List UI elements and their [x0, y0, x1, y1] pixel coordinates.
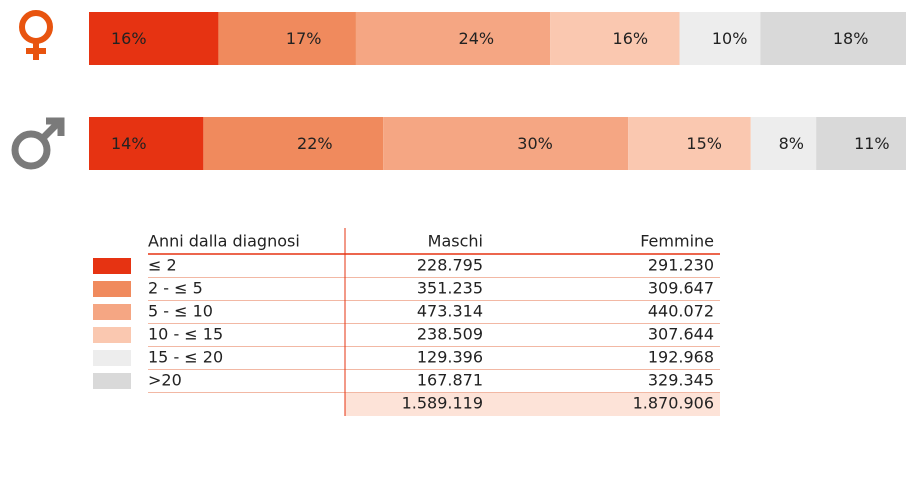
- bar-segment: [760, 12, 906, 65]
- male-icon: [11, 117, 65, 170]
- bar-segment: [550, 12, 680, 65]
- legend-swatch: [93, 304, 131, 320]
- table-cell: 291.230: [648, 256, 714, 275]
- value-label: 17%: [286, 29, 322, 48]
- bar-segment: [679, 12, 761, 65]
- row-label: >20: [148, 371, 182, 390]
- bar-segment: [383, 117, 629, 170]
- bar-segment: [628, 117, 751, 170]
- value-label: 16%: [111, 29, 147, 48]
- table-cell: 238.509: [417, 325, 483, 344]
- row-label: 10 - ≤ 15: [148, 325, 223, 344]
- total-cell: 1.870.906: [633, 394, 714, 413]
- table-header: Anni dalla diagnosi: [148, 232, 300, 251]
- value-label: 14%: [111, 134, 147, 153]
- legend-swatch: [93, 258, 131, 274]
- row-label: 5 - ≤ 10: [148, 302, 213, 321]
- table-cell: 309.647: [648, 279, 714, 298]
- table-cell: 129.396: [417, 348, 483, 367]
- table-cell: 440.072: [648, 302, 714, 321]
- value-label: 11%: [854, 134, 890, 153]
- table-cell: 228.795: [417, 256, 483, 275]
- total-cell: 1.589.119: [402, 394, 483, 413]
- table-cell: 192.968: [648, 348, 714, 367]
- value-label: 10%: [712, 29, 748, 48]
- table-header: Maschi: [428, 232, 483, 251]
- legend-swatch: [93, 327, 131, 343]
- table-cell: 307.644: [648, 325, 714, 344]
- value-label: 16%: [613, 29, 649, 48]
- value-label: 8%: [779, 134, 804, 153]
- legend-swatch: [93, 373, 131, 389]
- row-label: ≤ 2: [148, 256, 177, 275]
- table-cell: 351.235: [417, 279, 483, 298]
- value-label: 22%: [297, 134, 333, 153]
- bar-segment: [355, 12, 551, 65]
- legend-swatch: [93, 350, 131, 366]
- table-cell: 473.314: [417, 302, 483, 321]
- total-band: [345, 393, 720, 416]
- bar-segment: [750, 117, 817, 170]
- bar-segment: [89, 12, 219, 65]
- row-label: 15 - ≤ 20: [148, 348, 223, 367]
- legend-swatch: [93, 281, 131, 297]
- value-label: 15%: [686, 134, 722, 153]
- bar-segment: [218, 12, 356, 65]
- bar-segment: [203, 117, 384, 170]
- value-label: 24%: [459, 29, 495, 48]
- female-icon: [19, 10, 53, 60]
- table-cell: 167.871: [417, 371, 483, 390]
- bar-segment: [816, 117, 906, 170]
- row-label: 2 - ≤ 5: [148, 279, 203, 298]
- table-cell: 329.345: [648, 371, 714, 390]
- value-label: 30%: [517, 134, 553, 153]
- table-header: Femmine: [640, 232, 714, 251]
- value-label: 18%: [833, 29, 869, 48]
- bar-segment: [89, 117, 204, 170]
